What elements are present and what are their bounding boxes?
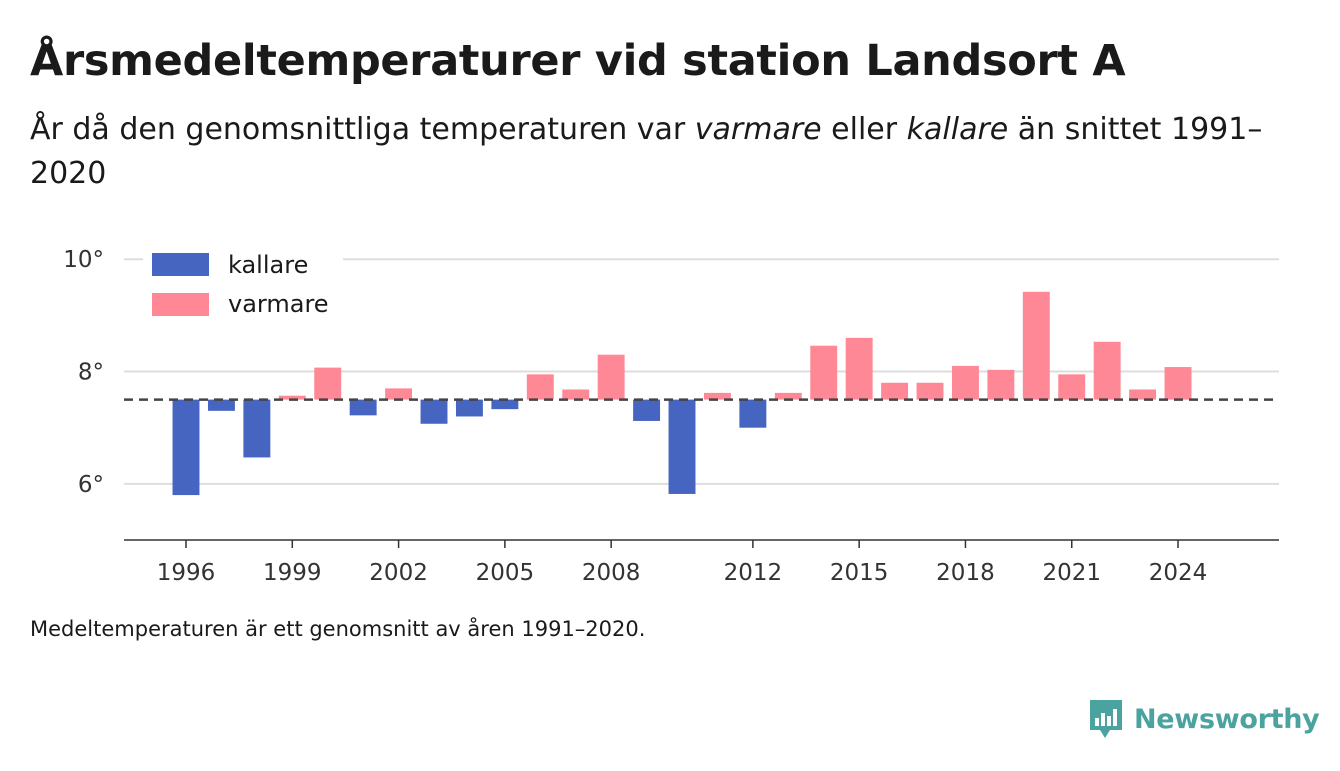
bar-2014 — [810, 345, 838, 400]
bar-1997 — [207, 399, 235, 411]
subtitle-text-3: än snittet 1991–2020 — [30, 112, 1263, 191]
bar-2015 — [845, 337, 873, 400]
legend-label-varmare: varmare — [228, 290, 329, 318]
chart-title: Årsmedeltemperaturer vid station Landsor… — [30, 36, 1126, 86]
bar-2002 — [385, 388, 413, 400]
bar-2023 — [1129, 389, 1157, 400]
bar-2006 — [526, 374, 554, 400]
bar-2016 — [881, 382, 909, 400]
bar-2018 — [951, 365, 979, 400]
bar-2019 — [987, 369, 1015, 400]
bar-2011 — [703, 392, 731, 400]
subtitle-warm-word: varmare — [694, 112, 822, 147]
x-tick-label-1999: 1999 — [263, 560, 322, 586]
bar-2007 — [562, 389, 590, 400]
temperature-bar-chart: 1996 1999 2002 2005 2008 2012 2015 2018 2021 2024… — [63, 246, 1279, 586]
x-axis-ticks: 1996 1999 2002 2005 2008 2012 2015 2018 2021 2024 — [157, 540, 1208, 586]
x-tick-label-2024: 2024 — [1149, 560, 1208, 586]
bar-2013 — [774, 392, 802, 400]
newsworthy-chart-logo-icon — [1090, 700, 1122, 738]
bar-2010 — [668, 399, 696, 494]
bar-2001 — [349, 399, 377, 416]
y-tick-label-6: 6° — [78, 472, 104, 498]
x-tick-label-2015: 2015 — [830, 560, 889, 586]
y-tick-label-8: 8° — [78, 360, 104, 386]
bar-2008 — [597, 354, 625, 400]
bar-1999 — [278, 395, 306, 400]
y-axis-ticks: 6° 8° 10° — [63, 247, 104, 498]
bar-2024 — [1164, 367, 1192, 400]
legend: kallare varmare — [143, 246, 343, 330]
bar-2004 — [455, 399, 483, 417]
x-tick-label-2008: 2008 — [582, 560, 641, 586]
bar-2003 — [420, 399, 448, 424]
bar-2022 — [1093, 341, 1121, 400]
subtitle-text-1: År då den genomsnittliga temperaturen va… — [30, 112, 695, 147]
bar-2012 — [739, 399, 767, 428]
subtitle-cold-word: kallare — [906, 112, 1009, 147]
newsworthy-logo-text: Newsworthy — [1134, 703, 1320, 735]
chart-subtitle: År då den genomsnittliga temperaturen va… — [30, 108, 1270, 196]
newsworthy-logo: Newsworthy — [1088, 698, 1320, 740]
bar-2000 — [314, 367, 342, 400]
bar-2020 — [1022, 291, 1050, 400]
bar-1998 — [243, 399, 271, 458]
y-tick-label-10: 10° — [63, 247, 104, 273]
legend-swatch-kallare — [152, 253, 209, 276]
x-tick-label-2018: 2018 — [936, 560, 995, 586]
x-tick-label-1996: 1996 — [157, 560, 216, 586]
bars — [172, 291, 1192, 496]
chart-footnote: Medeltemperaturen är ett genomsnitt av å… — [30, 617, 646, 641]
subtitle-text-2: eller — [821, 112, 907, 147]
legend-label-kallare: kallare — [228, 251, 308, 279]
bar-2009 — [633, 399, 661, 421]
x-tick-label-2012: 2012 — [724, 560, 783, 586]
legend-swatch-varmare — [152, 293, 209, 316]
x-tick-label-2002: 2002 — [369, 560, 428, 586]
bar-2005 — [491, 399, 519, 410]
x-tick-label-2005: 2005 — [476, 560, 535, 586]
bar-2021 — [1058, 374, 1086, 400]
bar-1996 — [172, 399, 200, 496]
x-tick-label-2021: 2021 — [1042, 560, 1101, 586]
bar-2017 — [916, 382, 944, 400]
